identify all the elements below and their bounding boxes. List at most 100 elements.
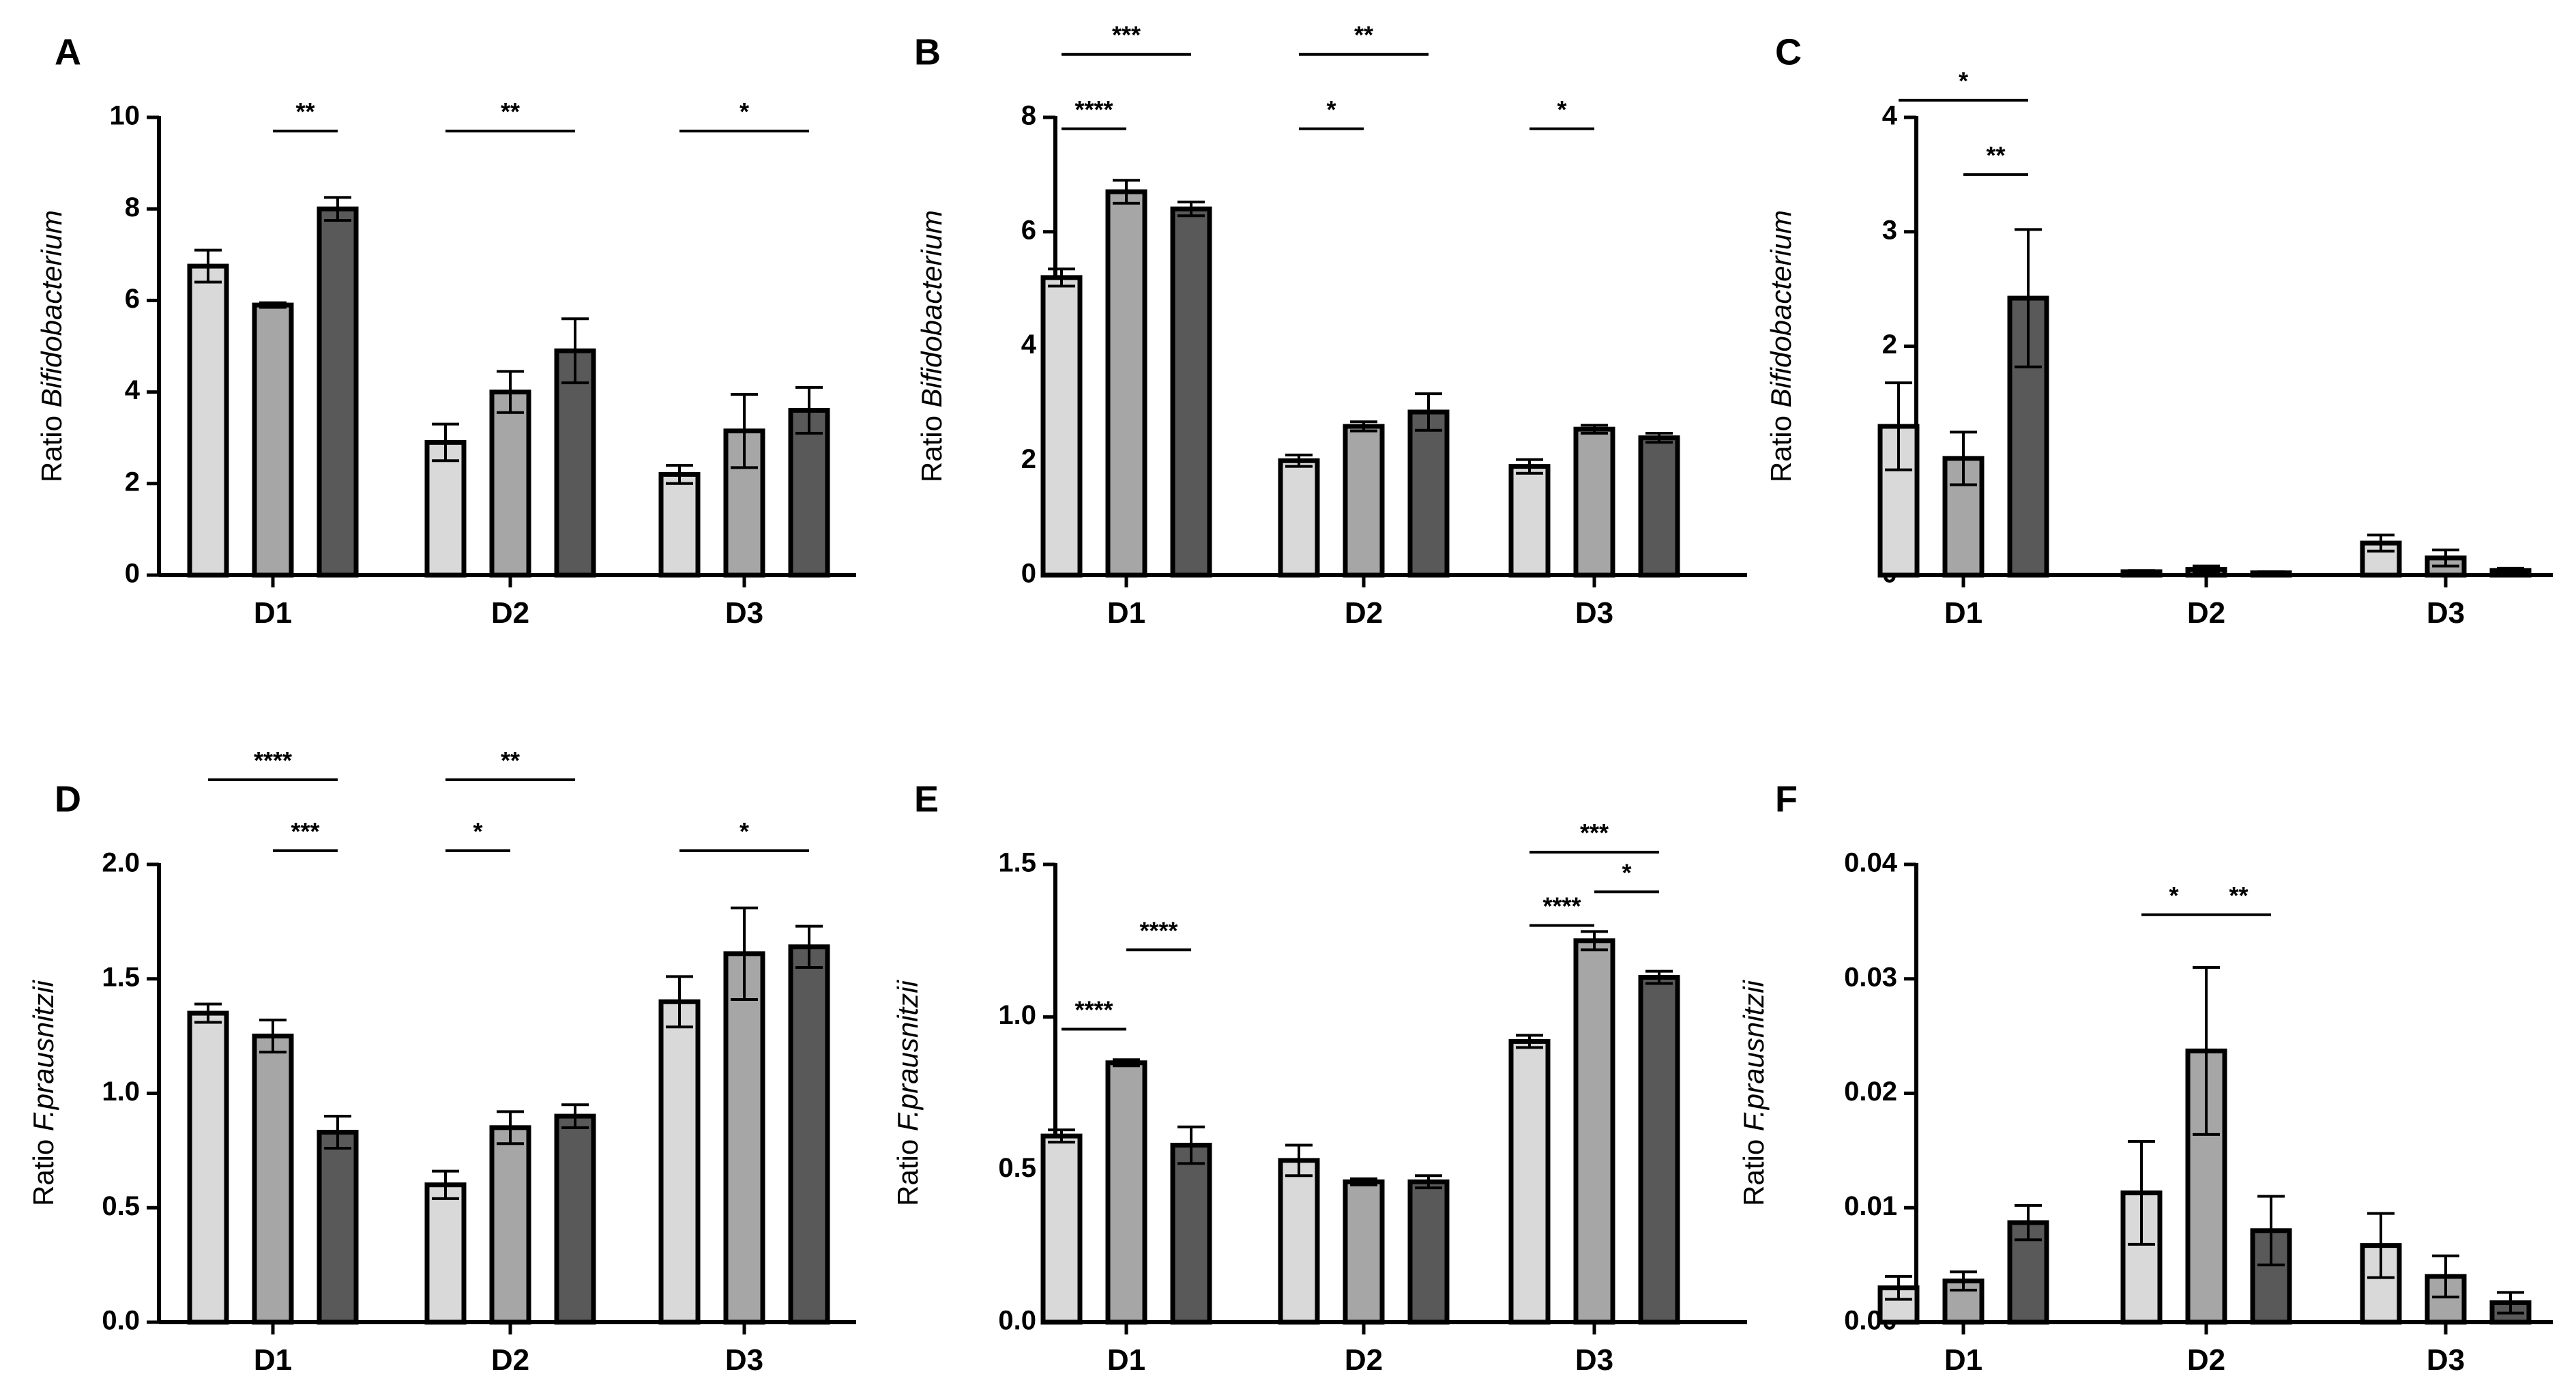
y-axis-label: Ratio Bifidobacterium (1765, 210, 1797, 482)
y-axis-label: Ratio F.prausnitzii (27, 979, 59, 1206)
x-tick-label: D3 (2427, 1343, 2465, 1377)
bar-group3-d2 (1407, 1179, 1450, 1325)
y-axis-label-prefix: Ratio (892, 1131, 924, 1206)
y-tick-label: 2.0 (102, 848, 140, 878)
significance-label: ** (501, 98, 520, 126)
y-axis-label-prefix: Ratio (27, 1131, 59, 1206)
significance-label: ** (1354, 21, 1373, 49)
y-axis-label-prefix: Ratio (35, 407, 68, 482)
significance-label: ** (295, 98, 314, 126)
y-tick-label: 0.03 (1844, 962, 1897, 992)
bar-group1-d1 (187, 263, 229, 578)
bar-group3-d3 (788, 944, 830, 1325)
significance-label: **** (1074, 996, 1113, 1024)
bar-group1-d1 (187, 1010, 229, 1325)
y-tick-label: 0.0 (998, 1306, 1036, 1336)
y-tick-label: 6 (1021, 215, 1036, 245)
bar-group2-d1 (1105, 189, 1147, 578)
bar-group1-d1 (1040, 1133, 1083, 1325)
significance-label: * (740, 98, 749, 126)
x-tick-label: D3 (1575, 596, 1613, 630)
panel-letter: C (1775, 31, 1802, 72)
panel-letter: B (914, 31, 941, 72)
x-tick-label: D3 (2427, 596, 2465, 630)
bar-group2-d1 (252, 302, 294, 578)
y-axis-label: Ratio Bifidobacterium (916, 210, 948, 482)
y-axis-label: Ratio Bifidobacterium (35, 210, 68, 482)
significance-label: *** (1580, 819, 1609, 847)
bar-group3-d3 (1638, 435, 1680, 578)
x-tick-label: D1 (1944, 596, 1982, 630)
bar-group1-d2 (424, 1182, 467, 1325)
y-tick-label: 2 (1882, 330, 1897, 360)
y-tick-label: 0.0 (102, 1306, 140, 1336)
y-tick-label: 0.5 (102, 1191, 140, 1221)
y-tick-label: 0.02 (1844, 1077, 1897, 1107)
y-axis-label: Ratio F.prausnitzii (892, 979, 924, 1206)
x-tick-label: D1 (1107, 596, 1145, 630)
y-axis-label-taxon: Bifidobacterium (1765, 210, 1797, 407)
significance-label: * (1622, 858, 1631, 886)
bar-group2-d2 (489, 390, 531, 578)
y-tick-label: 4 (1021, 330, 1037, 360)
bar-group1-d2 (424, 439, 467, 578)
y-tick-label: 1.0 (102, 1077, 140, 1107)
significance-label: **** (1139, 916, 1177, 944)
bar-group1-d2 (1278, 1158, 1320, 1325)
x-tick-label: D3 (725, 596, 763, 630)
significance-label: ** (2229, 881, 2248, 909)
bar-group3-d2 (554, 348, 596, 578)
y-tick-label: 4 (1882, 101, 1898, 131)
significance-label: ** (501, 746, 520, 774)
significance-label: **** (254, 746, 292, 774)
x-tick-label: D1 (254, 596, 292, 630)
significance-label: * (1959, 67, 1968, 95)
y-tick-label: 0.04 (1844, 848, 1898, 878)
bar-group1-d2 (1278, 458, 1320, 578)
bar-group1-d1 (1040, 275, 1083, 578)
y-tick-label: 8 (1021, 101, 1036, 131)
panel-letter: D (55, 778, 81, 819)
significance-label: **** (1074, 96, 1113, 123)
y-tick-label: 1.5 (998, 848, 1036, 878)
x-tick-label: D1 (254, 1343, 292, 1377)
panel-letter: A (55, 31, 81, 72)
bar-group3-d2 (1407, 409, 1450, 578)
x-tick-label: D1 (1107, 1343, 1145, 1377)
y-tick-label: 2 (1021, 444, 1036, 474)
y-tick-label: 3 (1882, 215, 1897, 245)
bar-group2-d2 (489, 1125, 531, 1325)
y-tick-label: 4 (125, 375, 141, 405)
panel-d: D Ratio F.prausnitzii 0.0 0.5 1.0 1.5 2.0 D1 D2 D… (27, 746, 856, 1377)
bar-group1-d3 (1508, 464, 1551, 578)
x-tick-label: D1 (1944, 1343, 1982, 1377)
bar-group3-d1 (317, 206, 359, 578)
significance-label: *** (1112, 21, 1141, 49)
significance-label: *** (291, 817, 319, 845)
bar-group2-d1 (252, 1034, 294, 1325)
y-tick-label: 0.5 (998, 1153, 1036, 1183)
significance-label: **** (1542, 892, 1581, 920)
y-axis-label-prefix: Ratio (916, 407, 948, 482)
x-tick-label: D2 (491, 596, 529, 630)
x-tick-label: D2 (2187, 1343, 2225, 1377)
bar-group2-d3 (1573, 426, 1615, 578)
y-tick-label: 2 (125, 467, 140, 497)
panel-letter: E (914, 778, 939, 819)
bar-group3-d1 (1170, 206, 1212, 578)
bar-group1-d3 (658, 999, 701, 1325)
y-axis-label-taxon: F.prausnitzii (1738, 979, 1770, 1131)
x-tick-label: D2 (2187, 596, 2225, 630)
x-tick-label: D2 (1345, 596, 1383, 630)
panel-letter: F (1775, 778, 1798, 819)
bar-group3-d1 (317, 1130, 359, 1325)
y-axis-label-prefix: Ratio (1765, 407, 1797, 482)
bar-group3-d2 (554, 1113, 596, 1325)
y-axis-label: Ratio F.prausnitzii (1738, 979, 1770, 1206)
